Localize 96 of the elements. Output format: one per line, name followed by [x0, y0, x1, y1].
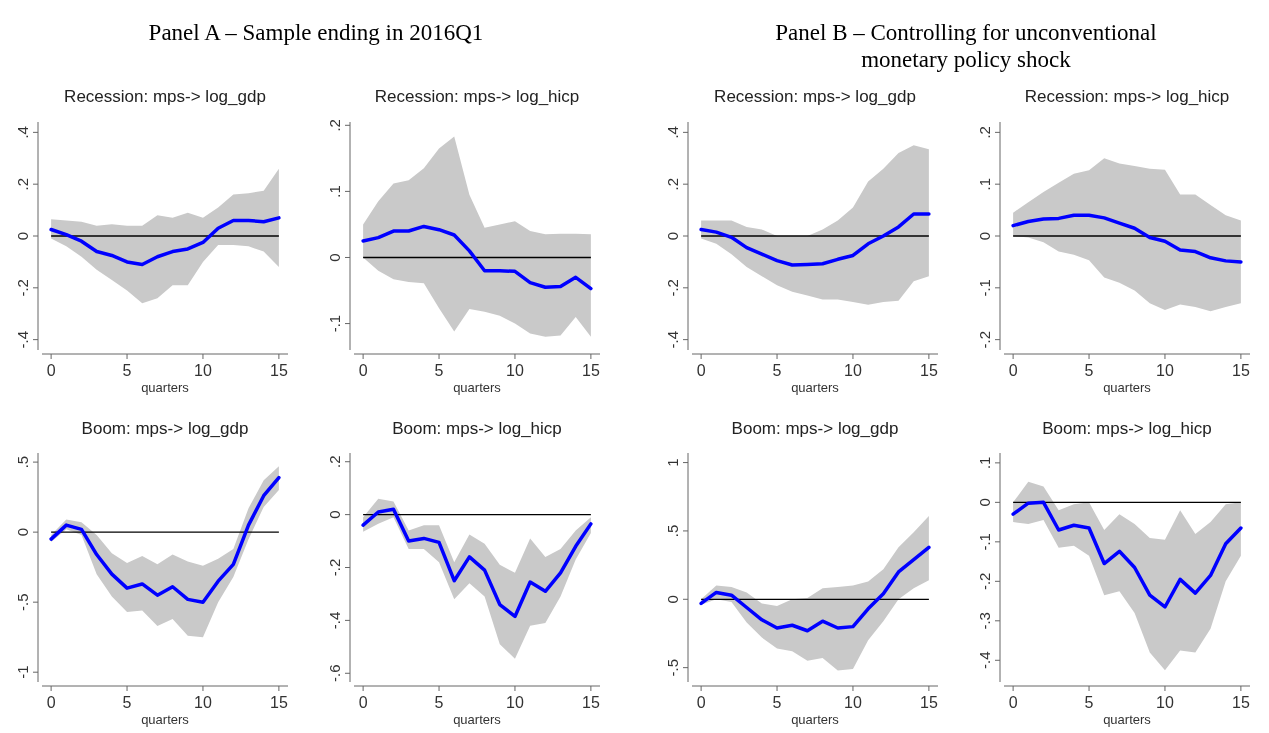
y-tick-label: .1	[975, 177, 993, 191]
x-tick-label: 0	[46, 694, 56, 711]
y-tick-label: -.4	[975, 651, 993, 670]
text: Panel A – Sample ending in 2016Q1	[148, 20, 484, 45]
x-tick-label: 10	[844, 694, 862, 711]
y-tick-label: .4	[13, 126, 31, 139]
x-tick-label: 5	[122, 694, 132, 711]
x-tick-label: 0	[358, 694, 368, 711]
y-tick-label: 0	[663, 231, 681, 241]
y-tick-label: -.2	[325, 558, 343, 577]
chart-title: Boom: mps-> log_hicp	[392, 419, 562, 438]
chart-title: Recession: mps-> log_gdp	[64, 87, 266, 106]
x-axis-title: quarters	[141, 712, 190, 727]
x-axis-title: quarters	[453, 380, 502, 395]
text: Panel B – Controlling for unconventional monetary policy shock	[775, 20, 1157, 72]
line-series	[699, 545, 931, 633]
x-tick-label: 0	[696, 694, 706, 711]
chart-title: Boom: mps-> log_gdp	[731, 419, 899, 438]
x-tick-label: 15	[581, 694, 600, 711]
line-series	[699, 212, 931, 267]
y-tick-label: .2	[975, 126, 993, 139]
y-tick-label: 0	[975, 498, 993, 507]
chart-title: Boom: mps-> log_gdp	[81, 419, 249, 438]
x-tick-label: 15	[269, 362, 288, 379]
x-tick-label: 10	[194, 362, 212, 379]
x-tick-label: 5	[1084, 694, 1094, 711]
x-tick-label: 0	[1008, 694, 1018, 711]
x-tick-label: 15	[1231, 362, 1250, 379]
line-series	[49, 216, 281, 267]
x-tick-label: 0	[46, 362, 56, 379]
y-tick-label: .1	[325, 185, 343, 198]
y-tick-label: .2	[325, 455, 343, 468]
chart-title: Recession: mps-> log_hicp	[374, 87, 580, 106]
x-axis-title: quarters	[453, 712, 502, 727]
y-tick-label: -.2	[975, 330, 993, 349]
x-tick-label: 0	[358, 362, 368, 379]
x-tick-label: 15	[919, 694, 938, 711]
y-tick-label: .2	[663, 177, 681, 191]
y-tick-label: 0	[13, 231, 31, 241]
y-tick-label: -.4	[663, 330, 681, 349]
x-tick-label: 10	[844, 362, 862, 379]
y-tick-label: -.2	[975, 572, 993, 591]
x-tick-label: 10	[194, 694, 212, 711]
y-tick-label: .2	[13, 177, 31, 191]
line-series	[1011, 213, 1243, 264]
x-tick-label: 10	[506, 362, 524, 379]
y-tick-label: 0	[13, 527, 31, 537]
x-axis-title: quarters	[791, 712, 840, 727]
y-tick-label: .5	[663, 524, 681, 538]
chart-title: Recession: mps-> log_gdp	[714, 87, 916, 106]
x-tick-label: 15	[581, 362, 600, 379]
x-tick-label: 5	[122, 362, 132, 379]
x-tick-label: 5	[434, 362, 444, 379]
y-tick-label: -.4	[325, 611, 343, 630]
y-tick-label: -.2	[13, 279, 31, 297]
line-series	[1011, 500, 1243, 609]
y-tick-label: .5	[13, 455, 31, 469]
y-tick-label: 1	[663, 458, 681, 467]
x-tick-label: 10	[1156, 694, 1174, 711]
chart-title: Recession: mps-> log_hicp	[1024, 87, 1230, 106]
y-tick-label: -.3	[975, 612, 993, 630]
y-tick-label: -.2	[663, 279, 681, 297]
line-series	[361, 224, 593, 291]
y-tick-label: -.1	[325, 314, 343, 333]
y-tick-label: -.5	[13, 593, 31, 611]
x-tick-label: 5	[1084, 362, 1094, 379]
x-axis-title: quarters	[791, 380, 840, 395]
y-tick-label: .4	[663, 126, 681, 139]
x-tick-label: 0	[1008, 362, 1018, 379]
y-tick-label: -1	[13, 665, 31, 679]
y-tick-label: -.1	[975, 279, 993, 297]
x-tick-label: 15	[269, 694, 288, 711]
x-tick-label: 15	[1231, 694, 1250, 711]
y-tick-label: .1	[975, 456, 993, 470]
y-tick-label: 0	[325, 253, 343, 262]
line-series	[361, 507, 593, 619]
x-axis-title: quarters	[1103, 712, 1152, 727]
x-tick-label: 5	[772, 694, 782, 711]
x-tick-label: 10	[506, 694, 524, 711]
x-tick-label: 5	[772, 362, 782, 379]
y-tick-label: -.4	[13, 330, 31, 349]
y-tick-label: -.5	[663, 658, 681, 677]
y-tick-label: 0	[325, 510, 343, 519]
x-tick-label: 15	[919, 362, 938, 379]
x-tick-label: 5	[434, 694, 444, 711]
x-tick-label: 10	[1156, 362, 1174, 379]
y-tick-label: 0	[663, 595, 681, 604]
x-axis-title: quarters	[1103, 380, 1152, 395]
y-tick-label: .2	[325, 119, 343, 132]
line-series	[49, 475, 281, 604]
x-tick-label: 0	[696, 362, 706, 379]
y-tick-label: -.6	[325, 664, 343, 683]
y-tick-label: -.1	[975, 533, 993, 551]
y-tick-label: 0	[975, 231, 993, 241]
chart-title: Boom: mps-> log_hicp	[1042, 419, 1212, 438]
x-axis-title: quarters	[141, 380, 190, 395]
